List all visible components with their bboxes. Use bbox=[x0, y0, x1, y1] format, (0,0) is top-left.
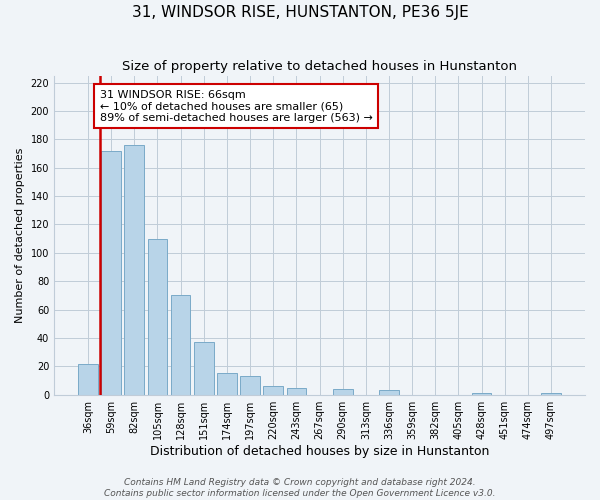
Text: 31, WINDSOR RISE, HUNSTANTON, PE36 5JE: 31, WINDSOR RISE, HUNSTANTON, PE36 5JE bbox=[131, 5, 469, 20]
Bar bbox=[101, 150, 121, 394]
Bar bbox=[194, 342, 214, 394]
Y-axis label: Number of detached properties: Number of detached properties bbox=[15, 148, 25, 323]
Bar bbox=[287, 388, 306, 394]
Bar bbox=[333, 389, 353, 394]
Bar bbox=[78, 364, 98, 394]
Bar bbox=[171, 296, 190, 394]
X-axis label: Distribution of detached houses by size in Hunstanton: Distribution of detached houses by size … bbox=[150, 444, 489, 458]
Text: Contains HM Land Registry data © Crown copyright and database right 2024.
Contai: Contains HM Land Registry data © Crown c… bbox=[104, 478, 496, 498]
Bar bbox=[240, 376, 260, 394]
Bar bbox=[379, 390, 399, 394]
Title: Size of property relative to detached houses in Hunstanton: Size of property relative to detached ho… bbox=[122, 60, 517, 73]
Text: 31 WINDSOR RISE: 66sqm
← 10% of detached houses are smaller (65)
89% of semi-det: 31 WINDSOR RISE: 66sqm ← 10% of detached… bbox=[100, 90, 373, 123]
Bar bbox=[263, 386, 283, 394]
Bar bbox=[148, 238, 167, 394]
Bar bbox=[124, 145, 144, 394]
Bar bbox=[217, 374, 237, 394]
